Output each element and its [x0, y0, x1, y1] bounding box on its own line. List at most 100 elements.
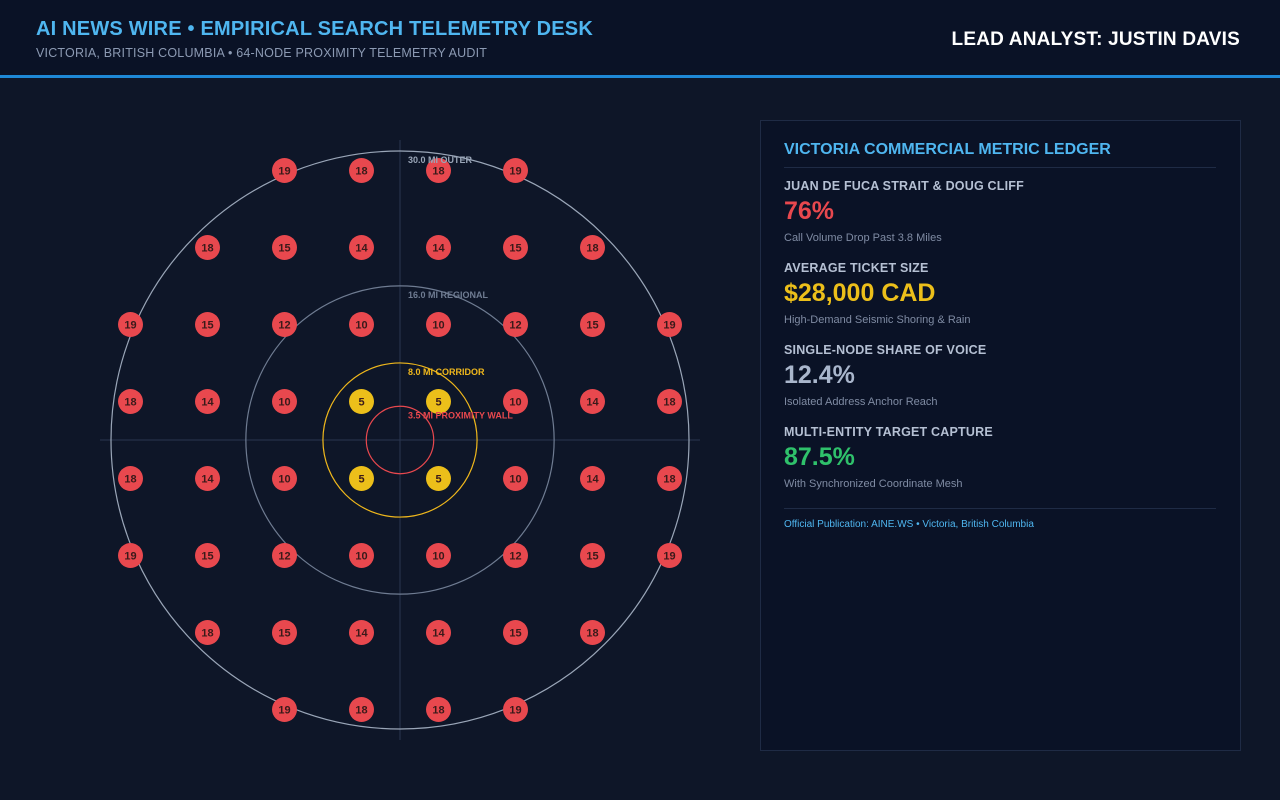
ring-label: 8.0 MI CORRIDOR [408, 367, 485, 377]
node-marker [118, 312, 143, 337]
metric-value: 76% [784, 197, 835, 225]
node-value: 19 [124, 551, 136, 563]
metric-call-volume-drop: JUAN DE FUCA STRAIT & DOUG CLIFF 76% Cal… [784, 179, 1216, 244]
telemetry-node: 18 [426, 697, 451, 722]
telemetry-node: 18 [657, 466, 682, 491]
telemetry-node: 18 [657, 389, 682, 414]
node-value: 10 [355, 551, 367, 563]
telemetry-node: 18 [118, 389, 143, 414]
telemetry-node: 15 [503, 620, 528, 645]
node-value: 18 [432, 166, 444, 178]
telemetry-node: 18 [118, 466, 143, 491]
metric-target-capture: MULTI-ENTITY TARGET CAPTURE 87.5% With S… [784, 425, 1216, 490]
metric-description: With Synchronized Coordinate Mesh [784, 478, 963, 490]
metric-description: Call Volume Drop Past 3.8 Miles [784, 232, 942, 244]
telemetry-node: 10 [272, 389, 297, 414]
node-value: 18 [201, 628, 213, 640]
node-value: 5 [358, 397, 364, 409]
telemetry-node: 14 [580, 466, 605, 491]
node-value: 19 [278, 705, 290, 717]
telemetry-node: 18 [426, 158, 451, 183]
telemetry-node: 10 [349, 312, 374, 337]
telemetry-node: 15 [580, 312, 605, 337]
node-value: 18 [124, 474, 136, 486]
node-marker [272, 466, 297, 491]
telemetry-node: 18 [580, 620, 605, 645]
telemetry-node: 5 [426, 389, 451, 414]
node-marker [580, 389, 605, 414]
node-value: 15 [278, 243, 290, 255]
node-value: 18 [586, 243, 598, 255]
node-marker [272, 158, 297, 183]
node-value: 19 [663, 320, 675, 332]
metric-value: $28,000 CAD [784, 279, 936, 307]
node-marker [657, 312, 682, 337]
telemetry-node: 18 [195, 235, 220, 260]
node-marker [580, 543, 605, 568]
node-value: 19 [663, 551, 675, 563]
node-value: 15 [201, 320, 213, 332]
node-value: 18 [201, 243, 213, 255]
publication-footer: Official Publication: AINE.WS • Victoria… [784, 508, 1216, 530]
node-value: 14 [355, 243, 368, 255]
telemetry-node: 15 [580, 543, 605, 568]
node-value: 12 [509, 551, 521, 563]
node-value: 10 [432, 320, 444, 332]
node-value: 14 [586, 397, 599, 409]
telemetry-node: 14 [349, 620, 374, 645]
lead-analyst: LEAD ANALYST: JUSTIN DAVIS [951, 29, 1240, 50]
node-marker [657, 543, 682, 568]
node-marker [195, 235, 220, 260]
metric-value: 87.5% [784, 443, 855, 471]
telemetry-node: 15 [195, 312, 220, 337]
node-marker [503, 312, 528, 337]
node-marker [657, 466, 682, 491]
node-value: 15 [586, 551, 598, 563]
telemetry-node: 12 [272, 543, 297, 568]
telemetry-node: 15 [272, 235, 297, 260]
node-marker [426, 235, 451, 260]
node-value: 18 [663, 397, 675, 409]
metric-label: JUAN DE FUCA STRAIT & DOUG CLIFF [784, 179, 1024, 193]
node-value: 14 [201, 397, 214, 409]
node-value: 15 [278, 628, 290, 640]
node-marker [426, 389, 451, 414]
telemetry-node: 18 [349, 697, 374, 722]
node-value: 10 [432, 551, 444, 563]
node-value: 5 [435, 397, 441, 409]
node-value: 15 [201, 551, 213, 563]
node-marker [426, 543, 451, 568]
telemetry-node: 12 [503, 543, 528, 568]
metric-label: MULTI-ENTITY TARGET CAPTURE [784, 425, 993, 439]
telemetry-node: 10 [349, 543, 374, 568]
distance-ring [365, 405, 435, 475]
node-marker [118, 466, 143, 491]
telemetry-node: 15 [195, 543, 220, 568]
telemetry-node: 18 [349, 158, 374, 183]
telemetry-node: 5 [349, 466, 374, 491]
telemetry-node: 10 [426, 543, 451, 568]
node-value: 19 [278, 166, 290, 178]
metric-share-of-voice: SINGLE-NODE SHARE OF VOICE 12.4% Isolate… [784, 343, 1216, 408]
telemetry-node: 18 [580, 235, 605, 260]
node-marker [503, 466, 528, 491]
telemetry-node: 12 [272, 312, 297, 337]
node-value: 12 [509, 320, 521, 332]
node-marker [195, 312, 220, 337]
telemetry-node: 19 [503, 697, 528, 722]
node-marker [349, 158, 374, 183]
telemetry-node: 19 [118, 312, 143, 337]
node-marker [503, 158, 528, 183]
node-marker [195, 620, 220, 645]
node-marker [426, 620, 451, 645]
telemetry-node: 5 [349, 389, 374, 414]
ring-label: 3.5 MI PROXIMITY WALL [408, 410, 513, 420]
node-value: 14 [432, 243, 445, 255]
node-marker [272, 697, 297, 722]
node-value: 15 [509, 628, 521, 640]
page-header: AI NEWS WIRE • EMPIRICAL SEARCH TELEMETR… [0, 0, 1280, 78]
node-value: 14 [586, 474, 599, 486]
proximity-ring-diagram: 19 18 18 19 18 15 14 14 15 18 19 15 12 10 10 12 15 19 18 14… [100, 140, 700, 740]
node-value: 14 [355, 628, 368, 640]
page-title: AI NEWS WIRE • EMPIRICAL SEARCH TELEMETR… [36, 18, 593, 40]
